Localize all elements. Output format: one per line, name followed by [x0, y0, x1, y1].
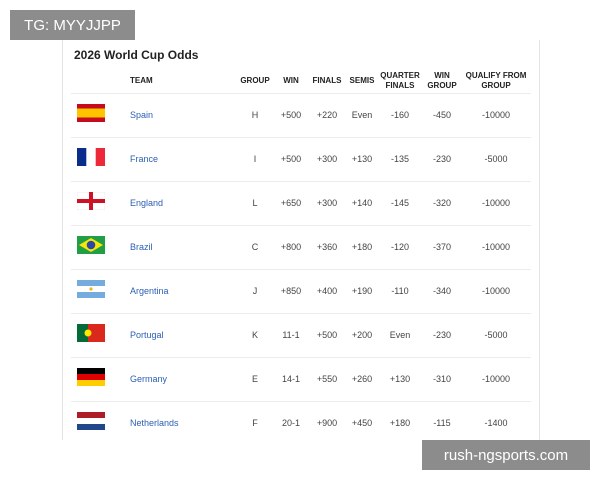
odds-cell: -110: [391, 286, 409, 296]
flag-icon: [77, 412, 105, 430]
odds-cell: +300: [316, 154, 338, 164]
odds-cell: H: [251, 110, 259, 120]
odds-cell: I: [253, 154, 257, 164]
odds-cell: -1400: [484, 418, 508, 428]
column-header: WIN: [283, 76, 299, 85]
odds-cell: -5000: [484, 154, 508, 164]
odds-cell: +800: [280, 242, 302, 252]
odds-cell: -5000: [484, 330, 508, 340]
odds-cell: +450: [351, 418, 373, 428]
flag-icon: [77, 192, 105, 210]
odds-cell: +130: [389, 374, 411, 384]
flag-icon: [77, 148, 105, 166]
odds-cell: +360: [316, 242, 338, 252]
divider: [71, 225, 531, 226]
odds-cell: -10000: [481, 242, 511, 252]
odds-cell: +550: [316, 374, 338, 384]
team-link[interactable]: Argentina: [130, 286, 169, 296]
team-link[interactable]: Netherlands: [130, 418, 179, 428]
divider: [71, 181, 531, 182]
odds-cell: -10000: [481, 374, 511, 384]
odds-cell: -450: [432, 110, 451, 120]
flag-icon: [77, 236, 105, 254]
odds-cell: +190: [351, 286, 373, 296]
odds-cell: +140: [351, 198, 373, 208]
odds-cell: 11-1: [282, 330, 300, 340]
divider: [71, 137, 531, 138]
odds-cell: 20-1: [281, 418, 300, 428]
flag-icon: [77, 104, 105, 122]
odds-cell: +900: [316, 418, 338, 428]
odds-cell: -320: [432, 198, 451, 208]
odds-cell: E: [251, 374, 258, 384]
odds-cell: -120: [390, 242, 409, 252]
odds-cell: L: [252, 198, 258, 208]
odds-cell: -145: [390, 198, 409, 208]
column-header: WIN GROUP: [427, 71, 457, 90]
odds-cell: -340: [432, 286, 451, 296]
odds-cell: -370: [432, 242, 451, 252]
odds-cell: +500: [316, 330, 338, 340]
odds-cell: +180: [351, 242, 373, 252]
team-link[interactable]: Spain: [130, 110, 154, 120]
divider: [71, 269, 531, 270]
odds-cell: -135: [390, 154, 409, 164]
odds-cell: Even: [351, 110, 373, 120]
column-header: TEAM: [130, 76, 153, 85]
column-header: FINALS: [312, 76, 342, 85]
divider: [71, 357, 531, 358]
column-header: GROUP: [240, 76, 270, 85]
odds-cell: K: [251, 330, 258, 340]
watermark: TG: MYYJJPP: [10, 10, 135, 40]
flag-icon: [77, 324, 105, 342]
odds-cell: Even: [389, 330, 411, 340]
column-header: QUALIFY FROM GROUP: [465, 71, 527, 90]
divider: [71, 93, 531, 94]
odds-cell: +500: [280, 154, 302, 164]
team-link[interactable]: France: [130, 154, 159, 164]
odds-cell: -230: [432, 154, 451, 164]
odds-cell: -10000: [481, 198, 511, 208]
odds-cell: +200: [351, 330, 373, 340]
team-link[interactable]: Brazil: [130, 242, 153, 252]
odds-cell: +650: [280, 198, 302, 208]
odds-cell: +400: [316, 286, 338, 296]
odds-cell: -310: [432, 374, 451, 384]
odds-cell: -10000: [481, 286, 511, 296]
divider: [71, 401, 531, 402]
odds-cell: -160: [390, 110, 409, 120]
odds-cell: +260: [351, 374, 373, 384]
odds-panel: 2026 World Cup Odds TEAM GROUP WIN FINALS SE…: [62, 40, 540, 440]
column-header: SEMIS: [349, 76, 375, 85]
odds-cell: -10000: [481, 110, 511, 120]
team-link[interactable]: England: [130, 198, 164, 208]
flag-icon: [77, 368, 105, 386]
odds-cell: F: [252, 418, 258, 428]
odds-cell: 14-1: [281, 374, 300, 384]
odds-cell: +300: [316, 198, 338, 208]
flag-icon: [77, 280, 105, 298]
team-link[interactable]: Germany: [130, 374, 168, 384]
table-title: 2026 World Cup Odds: [74, 48, 199, 62]
watermark: rush-ngsports.com: [422, 440, 590, 470]
odds-cell: J: [252, 286, 258, 296]
odds-cell: +500: [280, 110, 302, 120]
odds-cell: +180: [389, 418, 411, 428]
odds-cell: C: [251, 242, 259, 252]
odds-cell: -230: [432, 330, 451, 340]
odds-cell: +850: [280, 286, 302, 296]
team-link[interactable]: Portugal: [130, 330, 164, 340]
odds-cell: -115: [433, 418, 451, 428]
odds-cell: +130: [351, 154, 373, 164]
column-header: QUARTER FINALS: [380, 71, 420, 90]
divider: [71, 313, 531, 314]
odds-cell: +220: [316, 110, 338, 120]
